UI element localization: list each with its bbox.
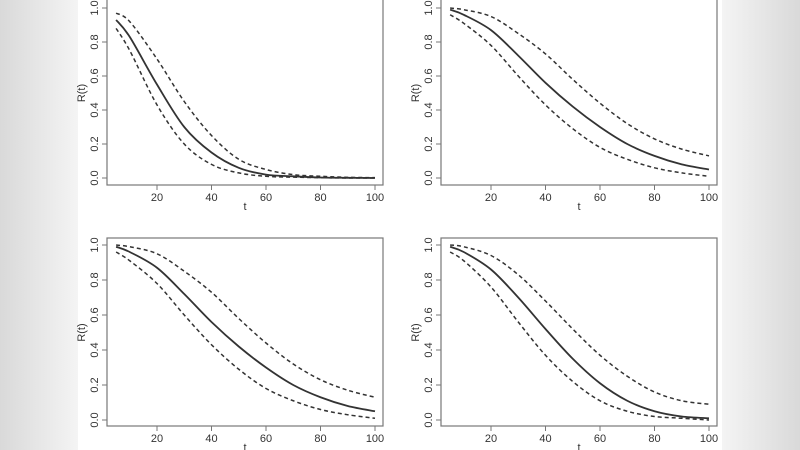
x-tick-label: 60 [260, 433, 272, 445]
upper-bound-line [450, 7, 710, 157]
x-tick-label: 100 [366, 433, 384, 445]
estimate-line [449, 8, 710, 171]
x-tick-label: 80 [648, 433, 660, 445]
y-tick-label: 0.4 [423, 342, 435, 357]
x-axis-label: t [577, 201, 580, 213]
y-tick-label: 0.4 [89, 102, 101, 117]
x-tick-label: 20 [485, 433, 497, 445]
plot-frame [106, 237, 384, 427]
panel-3: 20 40 60 80 100 t 0.0 0.2 0.4 0.6 0.8 1.0 R(t) [76, 237, 384, 450]
x-tick-label: 80 [314, 433, 326, 445]
y-tick-label: 0.8 [89, 34, 101, 49]
plot-frame [440, 0, 718, 186]
x-tick-label: 60 [260, 192, 272, 204]
x-tick-label: 100 [366, 192, 384, 204]
estimate-line [115, 245, 376, 413]
x-axis-label: t [243, 201, 246, 213]
x-tick-label: 20 [151, 433, 163, 445]
y-tick-label: 0.2 [423, 136, 435, 151]
estimate-line [115, 19, 376, 179]
x-tick-label: 100 [700, 192, 718, 204]
y-tick-label: 0.0 [89, 412, 101, 427]
plot-frame [106, 0, 384, 186]
panel-2: 20 40 60 80 100 t 0.0 0.2 0.4 0.6 0.8 1.0 R(t) [410, 0, 718, 213]
y-tick-label: 0.8 [423, 34, 435, 49]
upper-bound-line [115, 12, 376, 179]
x-tick-label: 60 [594, 192, 606, 204]
y-tick-label: 1.0 [423, 0, 435, 15]
lower-bound-line [449, 14, 710, 178]
y-tick-label: 0.6 [89, 307, 101, 322]
x-tick-label: 80 [314, 192, 326, 204]
y-axis-label: R(t) [410, 323, 422, 341]
x-tick-label: 80 [648, 192, 660, 204]
y-tick-label: 0.4 [423, 102, 435, 117]
y-tick-label: 0.0 [89, 170, 101, 185]
estimate-line [449, 245, 710, 420]
y-tick-label: 1.0 [423, 237, 435, 252]
x-tick-label: 20 [151, 192, 163, 204]
y-axis-label: R(t) [76, 323, 88, 341]
y-axis-label: R(t) [76, 84, 88, 102]
x-axis-label: t [577, 442, 580, 450]
x-tick-label: 60 [594, 433, 606, 445]
y-tick-label: 0.8 [423, 272, 435, 287]
plot-frame [440, 237, 718, 427]
x-tick-label: 40 [539, 433, 551, 445]
y-tick-label: 0.0 [423, 412, 435, 427]
lower-bound-line [115, 28, 376, 179]
y-tick-label: 0.2 [423, 377, 435, 392]
x-tick-label: 100 [700, 433, 718, 445]
y-tick-label: 0.2 [89, 377, 101, 392]
panel-4: 20 40 60 80 100 t 0.0 0.2 0.4 0.6 0.8 1.0 R(t) [410, 237, 718, 450]
y-tick-label: 0.2 [89, 136, 101, 151]
y-tick-label: 1.0 [89, 0, 101, 15]
x-axis-label: t [243, 442, 246, 450]
x-tick-label: 20 [485, 192, 497, 204]
y-tick-label: 0.6 [423, 307, 435, 322]
lower-bound-line [115, 251, 376, 419]
y-tick-label: 0.6 [89, 68, 101, 83]
y-tick-label: 1.0 [89, 237, 101, 252]
lower-bound-line [449, 251, 710, 421]
y-axis-label: R(t) [410, 84, 422, 102]
y-tick-label: 0.4 [89, 342, 101, 357]
y-tick-label: 0.6 [423, 68, 435, 83]
y-tick-label: 0.0 [423, 170, 435, 185]
panel-1: 20 40 60 80 100 t 0.0 0.2 0.4 0.6 0.8 1.0 R(t) [76, 0, 384, 213]
x-tick-label: 40 [205, 433, 217, 445]
x-tick-label: 40 [205, 192, 217, 204]
x-tick-label: 40 [539, 192, 551, 204]
figure-page [78, 0, 722, 450]
y-tick-label: 0.8 [89, 272, 101, 287]
